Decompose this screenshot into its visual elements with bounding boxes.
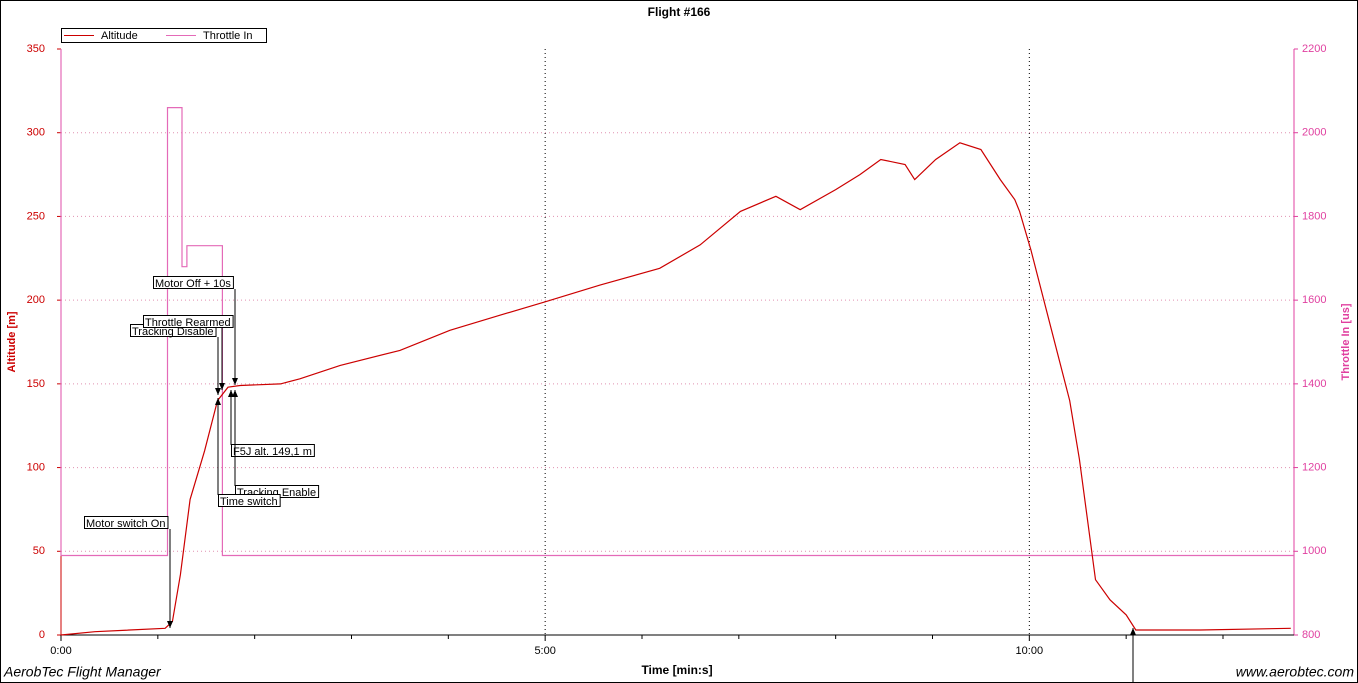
chart-title: Flight #166 (648, 5, 711, 19)
annotation-label: Motor switch On (86, 518, 165, 530)
y-tick-label: 350 (27, 43, 45, 55)
annotation-arrow (228, 390, 234, 397)
x-axis-label: Time [min:s] (641, 663, 712, 677)
annotation-box (218, 494, 281, 507)
y2-tick-label: 2200 (1302, 43, 1326, 55)
annotation-arrow (232, 390, 238, 397)
x-tick-label: 10:00 (1016, 645, 1044, 657)
footer-right: www.aerobtec.com (1236, 664, 1355, 680)
annotation-label: Tracking Disable (132, 326, 214, 338)
x-tick-label: 5:00 (534, 645, 555, 657)
y2-tick-label: 2000 (1302, 127, 1326, 139)
annotation-label: F5J alt. 149,1 m (233, 446, 312, 458)
y2-tick-label: 1800 (1302, 210, 1326, 222)
footer-left: AerobTec Flight Manager (3, 664, 162, 680)
y2-tick-label: 800 (1302, 629, 1320, 641)
y2-axis-label: Throttle In [us] (1340, 303, 1352, 380)
legend-label: Altitude (101, 30, 138, 42)
annotation-arrow (215, 388, 221, 395)
legend-box (61, 28, 267, 43)
annotation-arrow (219, 383, 225, 390)
landing-arrow (1130, 628, 1136, 635)
y2-tick-label: 1600 (1302, 294, 1326, 306)
annotation-box (231, 444, 315, 457)
annotation-label: Motor Off + 10s (155, 278, 231, 290)
y-tick-label: 250 (27, 210, 45, 222)
annotation-label: Throttle Rearmed (145, 317, 231, 329)
x-tick-label: 0:00 (50, 645, 71, 657)
y-tick-label: 100 (27, 461, 45, 473)
y-tick-label: 150 (27, 378, 45, 390)
series-line (60, 142, 1291, 636)
y2-tick-label: 1200 (1302, 461, 1326, 473)
annotation-box (143, 315, 234, 328)
annotation-arrow (215, 398, 221, 405)
y-tick-label: 0 (39, 629, 45, 641)
y2-tick-label: 1000 (1302, 545, 1326, 557)
annotation-box (84, 516, 169, 529)
annotation-arrow (232, 378, 238, 385)
y2-tick-label: 1400 (1302, 378, 1326, 390)
y-tick-label: 50 (33, 545, 45, 557)
annotation-arrow (167, 621, 173, 628)
y-tick-label: 300 (27, 127, 45, 139)
annotation-box (153, 276, 234, 289)
legend-label: Throttle In (203, 30, 253, 42)
y-tick-label: 200 (27, 294, 45, 306)
annotation-label: Time switch (220, 496, 278, 508)
y-axis-label: Altitude [m] (6, 311, 18, 372)
